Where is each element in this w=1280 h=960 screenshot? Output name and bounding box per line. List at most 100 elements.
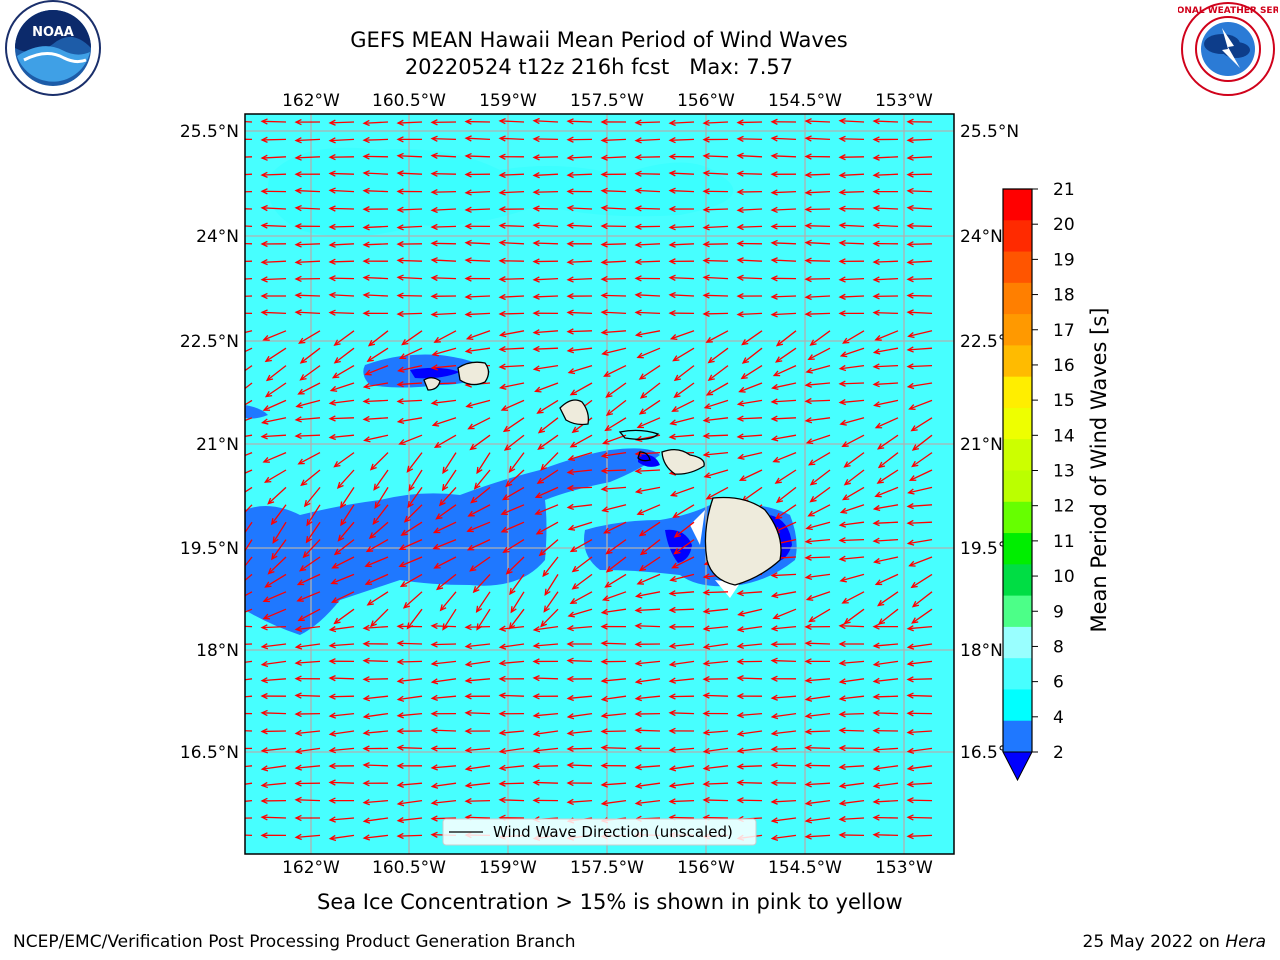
- wave-arrow-head: [260, 188, 268, 195]
- wave-arrow-head: [362, 291, 370, 299]
- wave-arrow: [364, 417, 389, 421]
- wave-arrow-head: [228, 679, 234, 684]
- wave-arrow-head: [838, 135, 846, 143]
- wave-arrow: [912, 591, 933, 608]
- wave-arrow: [298, 608, 321, 622]
- wave-arrow-head: [567, 454, 576, 462]
- wave-arrow-head: [906, 187, 914, 195]
- wave-arrow-head: [839, 507, 848, 514]
- wave-arrow-head: [669, 419, 677, 426]
- wave-arrow: [296, 399, 321, 408]
- wave-arrow: [364, 799, 389, 804]
- map-tick-labels: 162°W162°W160.5°W160.5°W159°W159°W157.5°…: [180, 91, 1019, 878]
- wave-arrow: [568, 347, 593, 352]
- wave-arrow-head: [498, 796, 506, 804]
- wave-arrow-head: [294, 187, 302, 194]
- wave-arrow-head: [872, 642, 880, 649]
- wave-arrow: [399, 434, 423, 445]
- wave-arrow-head: [702, 729, 710, 736]
- wave-arrow-head: [302, 551, 310, 559]
- wave-arrow-head: [906, 643, 915, 650]
- wave-arrow: [465, 208, 491, 211]
- wave-arrow: [263, 452, 287, 463]
- wave-arrow: [367, 591, 389, 606]
- wave-arrow: [261, 224, 287, 228]
- wave-arrow-head: [294, 692, 302, 699]
- wave-arrow-head: [872, 537, 880, 544]
- wave-arrow-head: [804, 153, 812, 160]
- wave-arrow: [504, 434, 525, 451]
- wave-arrow: [533, 224, 559, 228]
- wave-arrow-head: [736, 626, 745, 633]
- wave-arrow-head: [464, 135, 472, 142]
- lon-tick-label: 157.5°W: [570, 858, 644, 878]
- wave-arrow-head: [260, 118, 268, 125]
- colorbar-segment: [1003, 376, 1032, 409]
- wave-arrow-head: [464, 189, 472, 196]
- wave-arrow: [467, 539, 491, 551]
- wave-arrow-head: [233, 392, 239, 397]
- wave-arrow: [672, 556, 695, 569]
- wave-arrow-head: [472, 586, 480, 594]
- wave-arrow-head: [571, 583, 579, 590]
- wave-arrow: [330, 817, 355, 821]
- wave-arrow-head: [260, 677, 268, 684]
- wave-arrow: [704, 660, 729, 665]
- wave-arrow-head: [532, 779, 540, 786]
- wave-arrow: [500, 330, 525, 336]
- wave-arrow-head: [600, 781, 608, 788]
- wave-arrow-head: [838, 678, 847, 685]
- wave-arrow-head: [328, 399, 337, 406]
- wave-arrow: [374, 487, 389, 509]
- wave-arrow-head: [296, 579, 305, 586]
- wave-arrow-head: [804, 275, 812, 283]
- wave-arrow-head: [702, 292, 710, 299]
- wave-arrow-head: [906, 710, 914, 717]
- wave-arrow: [465, 625, 491, 628]
- wave-arrow-head: [498, 331, 507, 338]
- wave-arrow-head: [770, 675, 778, 682]
- wave-arrow-head: [668, 590, 676, 597]
- wave-arrow: [330, 643, 355, 647]
- wave-arrow-head: [532, 365, 541, 372]
- wave-arrow-head: [736, 642, 744, 649]
- wave-arrow-head: [305, 536, 313, 544]
- wave-arrow: [873, 173, 899, 176]
- wave-arrow: [670, 765, 695, 770]
- wave-arrow-head: [872, 309, 880, 316]
- wave-arrow-head: [501, 494, 510, 501]
- wave-arrow: [369, 521, 389, 539]
- wave-arrow-head: [741, 357, 750, 364]
- wave-arrow: [295, 260, 321, 264]
- wave-arrow-head: [430, 622, 438, 630]
- wave-arrow-head: [838, 782, 847, 789]
- wave-arrow: [505, 469, 525, 487]
- wave-arrow: [533, 765, 559, 768]
- wave-arrow-head: [872, 727, 880, 734]
- wave-arrow: [536, 521, 559, 535]
- wave-arrow: [908, 504, 933, 508]
- wave-arrow: [606, 539, 627, 555]
- wave-arrow: [332, 365, 355, 379]
- wave-arrow-head: [906, 204, 914, 212]
- wave-arrow: [844, 452, 865, 468]
- wave-arrow: [737, 138, 763, 141]
- wave-arrow: [568, 625, 593, 630]
- wave-arrow: [245, 399, 253, 406]
- wave-arrow-head: [604, 581, 612, 588]
- wave-arrow: [245, 765, 253, 768]
- wave-arrow-head: [737, 453, 745, 460]
- wave-arrow-head: [362, 640, 370, 647]
- wave-arrow: [363, 121, 389, 124]
- colorbar-tick-label: 16: [1053, 356, 1075, 376]
- wave-arrow: [839, 382, 865, 385]
- wave-arrow: [772, 625, 797, 630]
- wave-arrow-head: [430, 119, 438, 126]
- wave-arrow-head: [702, 710, 710, 717]
- wave-arrow-head: [636, 578, 644, 585]
- wave-arrow-head: [294, 118, 302, 126]
- wave-arrow-head: [702, 206, 710, 213]
- wave-arrow-head: [498, 117, 506, 125]
- wave-arrow: [295, 694, 321, 697]
- wave-arrow-head: [736, 779, 744, 786]
